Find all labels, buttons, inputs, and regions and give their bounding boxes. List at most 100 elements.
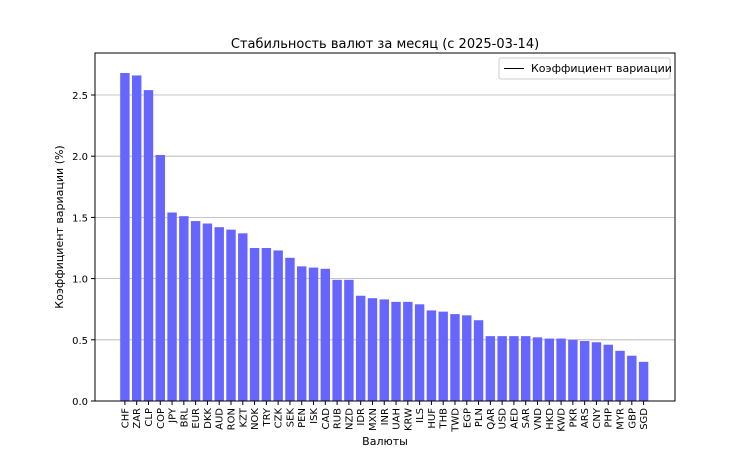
bar-aed — [509, 336, 519, 401]
y-tick-label: 2.0 — [72, 152, 88, 163]
bar-myr — [615, 350, 625, 401]
bar-brl — [179, 216, 189, 401]
x-tick-label: CLP — [144, 408, 155, 427]
x-tick-label: ISK — [309, 408, 320, 424]
bar-sek — [285, 257, 295, 401]
legend: Коэффициент вариации — [498, 57, 672, 80]
bar-egp — [462, 315, 472, 401]
x-axis: CHF ZAR CLP COP JPY BRL EUR DKK AUD RON KZT NOK TRY C… — [120, 401, 650, 433]
bar-gbp — [627, 355, 637, 401]
bar-usd — [497, 336, 507, 401]
x-axis-label: Валюты — [362, 435, 408, 448]
bar-try — [261, 248, 272, 401]
bar-krw — [403, 301, 413, 401]
x-tick-label: ZAR — [132, 408, 143, 429]
x-tick-label: MXN — [368, 408, 379, 431]
x-tick-label: EGP — [462, 408, 473, 428]
x-tick-label: EUR — [191, 408, 202, 429]
x-tick-label: COP — [156, 408, 167, 429]
bar-kzt — [238, 233, 248, 401]
bar-idr — [355, 295, 366, 401]
legend-label: Коэффициент вариации — [531, 62, 672, 75]
y-tick-label: 2.5 — [72, 91, 88, 102]
bar-nzd — [344, 279, 354, 401]
bars — [120, 72, 649, 401]
bar-ils — [414, 304, 425, 401]
bar-pkr — [568, 339, 578, 401]
bar-zar — [131, 75, 142, 401]
x-tick-label: MYR — [616, 408, 627, 430]
bar-isk — [308, 267, 319, 401]
x-tick-label: PLN — [474, 408, 485, 427]
x-tick-label: NOK — [250, 408, 261, 430]
bar-czk — [273, 250, 283, 401]
bar-cny — [591, 342, 602, 401]
bar-cad — [320, 268, 331, 401]
bar-php — [603, 344, 613, 401]
bar-inr — [379, 299, 389, 401]
x-tick-label: KWD — [557, 408, 568, 432]
bar-aud — [214, 227, 224, 401]
bar-jpy — [167, 212, 177, 401]
bar-cop — [155, 154, 165, 401]
legend-box — [498, 57, 671, 80]
x-tick-label: JPY — [168, 407, 179, 424]
bar-thb — [438, 311, 448, 401]
bar-nok — [249, 248, 260, 401]
x-tick-label: CZK — [274, 408, 285, 429]
x-tick-label: RON — [226, 408, 237, 430]
y-axis: 0.0 0.5 1.0 1.5 2.0 2.5 — [72, 91, 95, 408]
y-tick-label: 0.5 — [72, 336, 88, 347]
x-tick-label: ILS — [415, 408, 426, 423]
x-tick-label: THB — [439, 408, 450, 430]
x-tick-label: KRW — [403, 408, 414, 431]
bar-chf — [120, 72, 130, 401]
bar-clp — [143, 90, 154, 401]
x-tick-label: AED — [509, 408, 520, 429]
bar-pen — [297, 266, 307, 401]
x-tick-label: QAR — [486, 408, 497, 430]
bar-ars — [579, 341, 590, 401]
x-tick-label: USD — [498, 408, 509, 430]
x-tick-label: VND — [533, 408, 544, 430]
bar-pln — [473, 320, 484, 401]
bar-ron — [226, 229, 236, 401]
bar-mxn — [367, 298, 378, 401]
bar-qar — [485, 336, 496, 401]
x-tick-label: KZT — [238, 407, 249, 427]
x-tick-label: IDR — [356, 408, 367, 426]
bar-rub — [332, 279, 342, 401]
x-tick-label: CNY — [592, 407, 603, 428]
x-tick-label: HUF — [427, 408, 438, 429]
x-tick-label: GBP — [627, 408, 638, 429]
x-tick-label: HKD — [545, 408, 556, 430]
x-tick-label: SAR — [521, 408, 532, 428]
plot-frame — [94, 52, 676, 402]
x-tick-label: PHP — [604, 408, 615, 428]
x-tick-label: AUD — [215, 408, 226, 430]
y-axis-label: Коэффициент вариации (%) — [53, 145, 66, 308]
x-tick-label: NZD — [344, 408, 355, 430]
x-tick-label: SGD — [639, 408, 650, 430]
bar-twd — [450, 314, 460, 401]
x-tick-label: CAD — [321, 408, 332, 430]
x-tick-label: UAH — [392, 408, 403, 430]
x-tick-label: ARS — [580, 408, 591, 428]
bar-huf — [426, 310, 437, 401]
x-tick-label: TRY — [262, 407, 273, 427]
x-tick-label: PKR — [568, 408, 579, 428]
x-tick-label: CHF — [120, 408, 131, 429]
x-tick-label: INR — [380, 408, 391, 425]
x-tick-label: RUB — [333, 408, 344, 429]
y-tick-label: 1.5 — [72, 213, 88, 224]
x-tick-label: TWD — [450, 408, 461, 433]
x-tick-label: BRL — [179, 408, 190, 428]
bar-kwd — [556, 338, 566, 401]
bar-hkd — [544, 338, 555, 401]
x-tick-label: SEK — [285, 408, 296, 428]
y-tick-label: 1.0 — [72, 275, 88, 286]
bar-vnd — [532, 337, 543, 401]
x-tick-label: PEN — [297, 408, 308, 428]
chart-title: Стабильность валют за месяц (с 2025-03-1… — [231, 37, 539, 52]
